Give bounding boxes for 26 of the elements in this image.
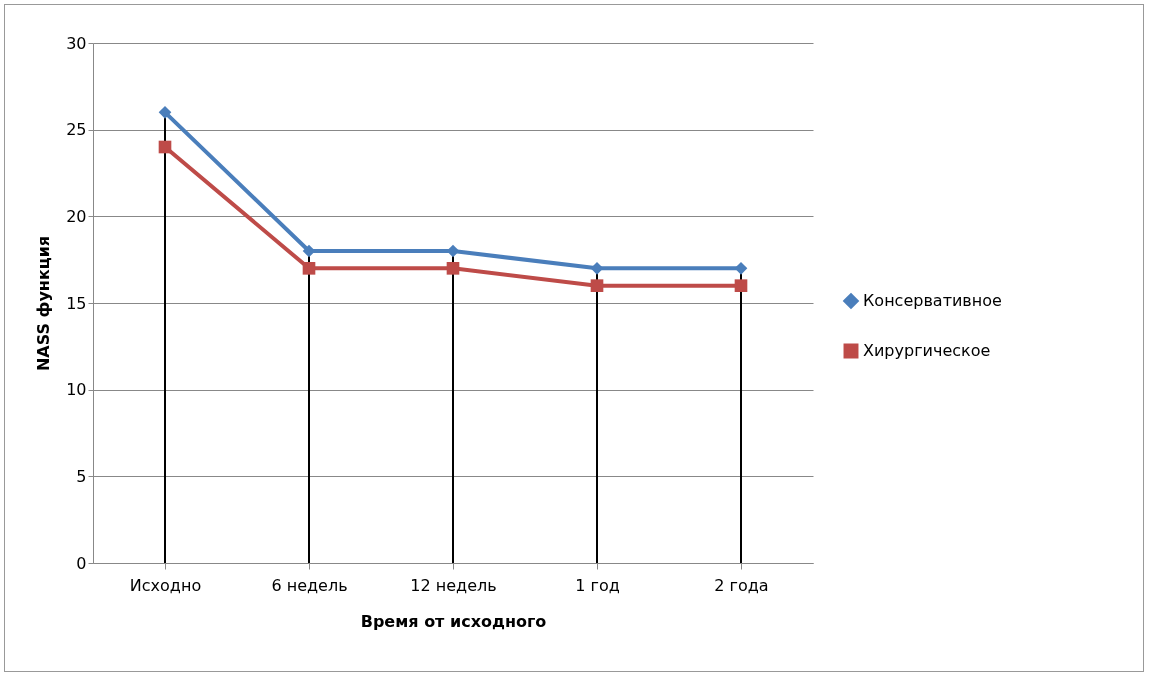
legend-label: Консервативное (863, 291, 1002, 310)
point (590, 279, 604, 292)
point (302, 262, 316, 275)
x-tick-label: 1 год (575, 575, 620, 595)
legend-label: Хирургическое (863, 341, 991, 360)
point (734, 279, 748, 292)
y-tick-label: 0 (76, 553, 87, 573)
x-tick-label: 6 недель (271, 575, 348, 595)
point (158, 140, 172, 154)
x-tick-label: 2 года (714, 575, 769, 595)
y-tick-label: 30 (66, 33, 87, 53)
point (590, 262, 604, 275)
y-tick-label: 10 (66, 380, 87, 400)
x-axis-title: Время от исходного (360, 611, 547, 631)
y-tick-label: 5 (76, 466, 87, 486)
y-axis-title: NASS функция (34, 235, 54, 372)
y-tick-label: 20 (66, 206, 87, 226)
x-tick-label: 12 недель (410, 575, 497, 595)
point (734, 262, 748, 275)
point (446, 244, 460, 258)
y-tick-label: 15 (66, 293, 87, 313)
point (158, 106, 172, 119)
point (446, 262, 460, 275)
point (302, 244, 316, 258)
y-tick-label: 25 (66, 120, 87, 140)
x-tick-label: Исходно (129, 575, 202, 595)
